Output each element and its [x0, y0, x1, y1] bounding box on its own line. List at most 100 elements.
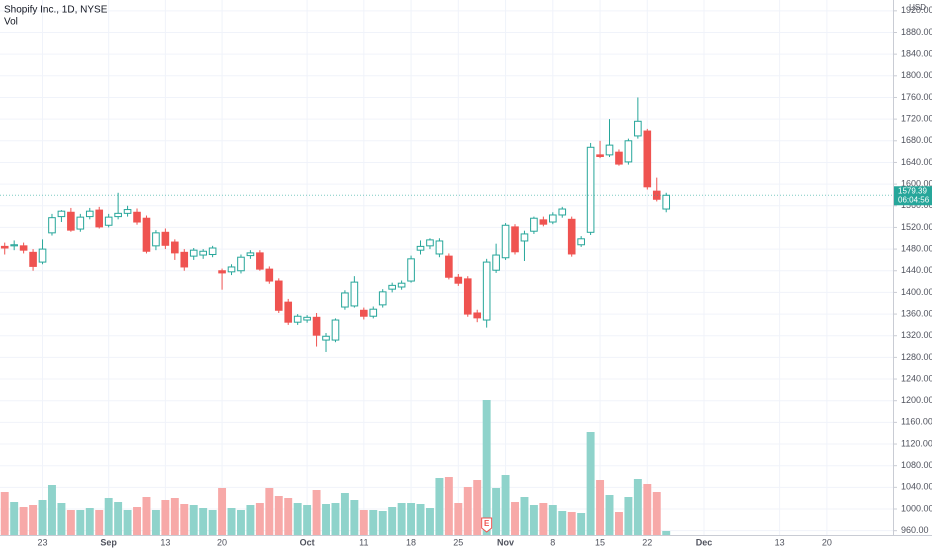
volume-bar [444, 477, 453, 535]
candle-body [341, 292, 349, 308]
volume-bar [208, 510, 217, 535]
volume-bar [520, 497, 529, 535]
y-tick-label: 1240.00 [901, 373, 932, 383]
candle-body [322, 335, 330, 341]
earnings-label: E [484, 519, 490, 528]
volume-bar [331, 503, 340, 535]
candle-body [303, 316, 311, 321]
volume-layer [0, 400, 671, 535]
y-tick-label: 1480.00 [901, 243, 932, 253]
candle-body [274, 280, 283, 311]
volume-bar [482, 400, 491, 535]
volume-bar [586, 432, 595, 535]
axes: 960.00 1000.00 1040.00 1080.00 1120.00 1160.0… [38, 5, 932, 547]
candle-body [435, 240, 444, 255]
volume-bar [340, 493, 349, 535]
y-tick-label: 1680.00 [901, 135, 932, 145]
x-tick-label: 15 [595, 537, 605, 547]
candle-body [171, 241, 179, 254]
candle-body [426, 239, 434, 247]
volume-bar [57, 503, 66, 535]
candle-body [237, 256, 245, 272]
volume-bar [322, 504, 330, 535]
candle-body [360, 309, 368, 317]
x-tick-label: 13 [775, 537, 785, 547]
volume-bar [76, 510, 85, 535]
candle-body [85, 210, 94, 218]
x-tick-label: 23 [38, 537, 48, 547]
volume-bar [151, 510, 160, 535]
volume-bar [180, 504, 189, 535]
volume-bar [548, 505, 557, 535]
y-tick-label: 1760.00 [901, 92, 932, 102]
x-tick-label: 20 [217, 537, 227, 547]
volume-bar [66, 510, 75, 535]
candle-body [558, 208, 567, 216]
y-tick-label: 1440.00 [901, 265, 932, 275]
y-tick-label: 1720.00 [901, 114, 932, 124]
volume-bar [435, 478, 444, 535]
candle-body [643, 130, 652, 188]
volume-bar [265, 488, 274, 535]
volume-bar [161, 500, 170, 535]
candle-body [350, 281, 359, 307]
candle-body [586, 146, 595, 233]
volume-bar [10, 502, 19, 535]
volume-bar [558, 511, 567, 535]
candle-body [605, 144, 614, 156]
volume-bar [378, 511, 387, 535]
volume-label: Vol [4, 17, 18, 28]
x-tick-label: Nov [497, 537, 514, 547]
candle-body [142, 217, 151, 252]
candle-body [511, 226, 519, 253]
candle-body [114, 212, 122, 218]
volume-bar [104, 498, 113, 535]
candle-body [397, 282, 406, 288]
candle-body [246, 252, 255, 257]
volume-bar [142, 497, 151, 535]
candle-body [256, 252, 264, 270]
y-tick-label: 1800.00 [901, 70, 932, 80]
volume-bar [539, 503, 548, 535]
volume-bar [246, 505, 255, 535]
last-price-box [894, 186, 932, 206]
volume-bar [454, 503, 463, 535]
y-tick-label: 1320.00 [901, 330, 932, 340]
candle-body [567, 218, 576, 255]
candle-body [634, 120, 642, 137]
volume-bar [567, 512, 576, 535]
volume-bar [227, 508, 236, 535]
volume-bar [19, 507, 28, 535]
candle-body [407, 258, 415, 282]
last-price-label: 1579.39 [898, 186, 927, 195]
chart-title: Shopify Inc., 1D, NYSE [4, 5, 108, 16]
volume-bar [643, 484, 652, 535]
y-tick-label: 1040.00 [901, 482, 932, 492]
y-tick-label: 1840.00 [901, 49, 932, 59]
volume-bar [652, 492, 661, 535]
candle-body [38, 248, 47, 263]
volume-bar [0, 492, 9, 535]
candle-body [520, 233, 529, 242]
volume-bar [463, 487, 472, 535]
candle-body [369, 308, 378, 317]
candle-body [312, 316, 321, 336]
candle-body [57, 210, 66, 218]
volume-bar [416, 504, 425, 535]
x-tick-label: Oct [300, 537, 315, 547]
volume-bar [312, 490, 321, 535]
candle-body [29, 251, 37, 267]
x-tick-label: 8 [550, 537, 555, 547]
volume-bar [123, 510, 132, 535]
candle-body [596, 154, 604, 157]
x-tick-label: 20 [822, 537, 832, 547]
candle-body [388, 284, 396, 290]
x-tick-label: 22 [642, 537, 652, 547]
y-tick-label: 1600.00 [901, 178, 932, 188]
candle-body [416, 245, 425, 251]
volume-bar [303, 505, 312, 535]
candle-body [76, 216, 85, 230]
volume-bar [284, 498, 293, 535]
candle-body [549, 214, 557, 223]
